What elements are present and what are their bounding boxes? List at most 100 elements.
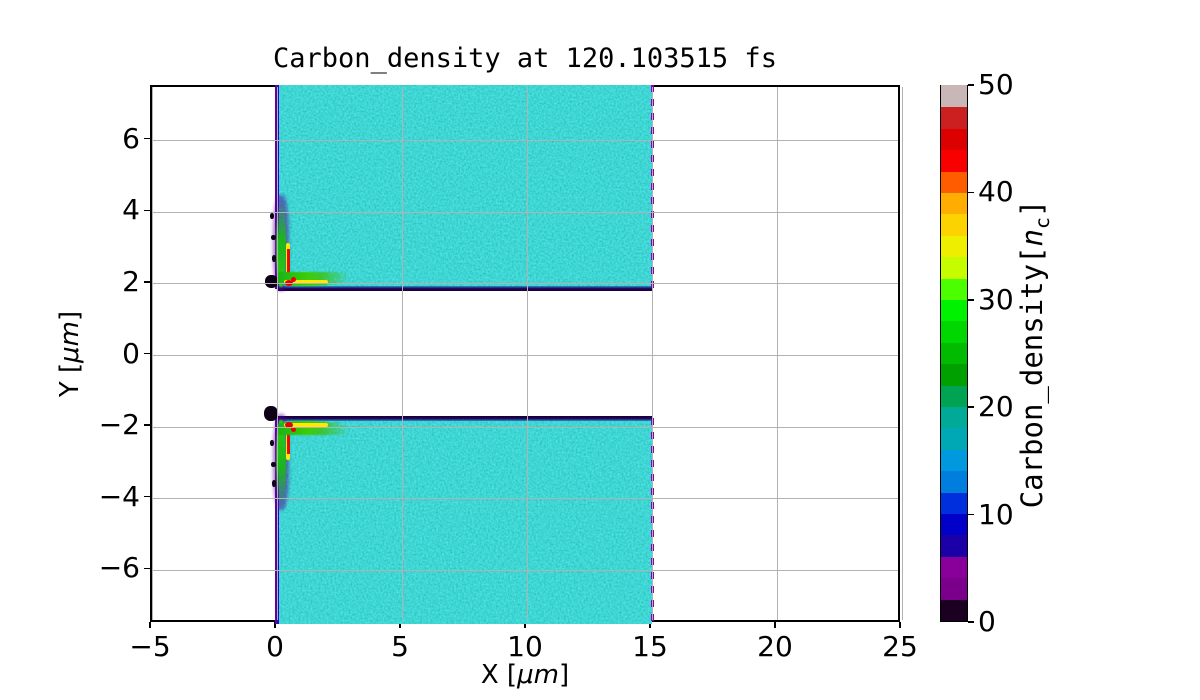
y-tick-mark xyxy=(144,352,150,355)
colorbar-band xyxy=(941,513,967,536)
y-tick-mark xyxy=(144,567,150,570)
y-tick-label: −6 xyxy=(98,551,140,585)
colorbar-band xyxy=(941,256,967,279)
plot-title: Carbon_density at 120.103515 fs xyxy=(273,43,777,74)
colorbar-band xyxy=(941,599,967,621)
y-tick-label: −4 xyxy=(98,479,140,513)
x-tick-mark xyxy=(149,622,151,628)
colorbar-tick-mark xyxy=(968,84,974,86)
x-gridline xyxy=(151,87,153,620)
corner-red-hotspot xyxy=(291,277,296,282)
colorbar-tick-label: 40 xyxy=(978,175,1014,209)
y-gridline xyxy=(152,283,898,285)
colorbar-tick-label: 10 xyxy=(978,497,1014,531)
x-tick-mark xyxy=(774,622,776,628)
slab-rear-edge-dashed xyxy=(651,85,654,289)
carbon-slab-upper xyxy=(265,85,654,291)
colorbar-band xyxy=(941,492,967,514)
colorbar-label: Carbon_density[nc] xyxy=(1015,199,1054,509)
slab-inner-surface-edge xyxy=(277,416,652,421)
x-gridline xyxy=(901,87,903,620)
x-tick-mark xyxy=(899,622,901,628)
colorbar-tick-mark xyxy=(968,299,974,301)
x-gridline xyxy=(526,87,528,620)
slab-rear-edge-dashed xyxy=(651,418,654,624)
carbon-slab-lower xyxy=(264,406,654,624)
colorbar-band xyxy=(941,427,967,450)
x-tick-label: 0 xyxy=(266,630,284,663)
y-tick-mark xyxy=(144,281,150,283)
blowoff-speck xyxy=(272,480,276,487)
blowoff-speck xyxy=(272,255,276,262)
x-tick-mark xyxy=(524,622,526,628)
y-tick-label: 4 xyxy=(122,193,140,227)
colorbar-tick-mark xyxy=(968,191,974,194)
slab-noise-texture xyxy=(277,85,652,289)
slab-inner-surface-edge xyxy=(277,286,652,291)
colorbar-band xyxy=(941,299,967,322)
x-gridline xyxy=(276,87,278,620)
y-gridline xyxy=(152,140,898,142)
colorbar-tick-label: 50 xyxy=(978,68,1014,101)
surface-green-strip xyxy=(276,201,286,287)
blowoff-speck xyxy=(270,213,274,219)
colorbar-tick-label: 30 xyxy=(978,282,1014,316)
y-tick-label: 2 xyxy=(122,264,140,298)
colorbar-band xyxy=(941,363,967,386)
x-tick-label: −5 xyxy=(129,630,171,663)
x-gridline xyxy=(776,87,778,620)
corner-red-hotspot xyxy=(291,427,296,432)
colorbar-band xyxy=(941,320,967,343)
x-gridline xyxy=(401,87,403,620)
colorbar-band xyxy=(941,235,967,258)
y-tick-mark xyxy=(144,495,150,498)
y-tick-label: −2 xyxy=(98,408,140,442)
colorbar-band xyxy=(941,470,967,493)
x-tick-label: 25 xyxy=(882,630,918,663)
y-gridline xyxy=(152,498,898,500)
colorbar-band xyxy=(941,534,967,557)
corner-yellow-streak xyxy=(284,280,328,284)
blowoff-speck xyxy=(270,440,274,446)
colorbar-band xyxy=(941,385,967,407)
colorbar xyxy=(940,85,968,622)
colorbar-tick-mark xyxy=(968,513,974,516)
colorbar-tick-label: 20 xyxy=(978,390,1014,424)
x-tick-mark xyxy=(649,622,651,628)
blowoff-black-blob xyxy=(264,406,278,421)
colorbar-band xyxy=(941,85,967,108)
y-tick-label: 6 xyxy=(122,121,140,155)
blowoff-black-blob xyxy=(265,275,278,288)
blowoff-speck xyxy=(271,235,276,240)
colorbar-band xyxy=(941,192,967,215)
y-tick-mark xyxy=(144,424,150,426)
surface-red-hotspot xyxy=(287,249,290,275)
y-gridline xyxy=(152,569,898,571)
y-tick-label: 0 xyxy=(122,336,140,370)
colorbar-tick-mark xyxy=(968,406,974,408)
x-tick-label: 10 xyxy=(507,630,543,663)
colorbar-band xyxy=(941,171,967,193)
surface-red-hotspot xyxy=(287,430,290,454)
y-tick-mark xyxy=(144,137,150,140)
colorbar-gradient xyxy=(941,85,967,621)
slab-noise-texture xyxy=(277,418,652,624)
x-tick-label: 20 xyxy=(757,630,793,663)
y-gridline xyxy=(152,211,898,213)
x-tick-mark xyxy=(399,622,401,628)
colorbar-band xyxy=(941,556,967,579)
x-tick-label: 15 xyxy=(632,630,668,663)
x-tick-mark xyxy=(274,622,276,628)
x-gridline xyxy=(651,87,653,620)
x-tick-label: 5 xyxy=(391,630,409,663)
colorbar-band xyxy=(941,577,967,600)
y-tick-mark xyxy=(144,209,150,212)
colorbar-tick-mark xyxy=(968,621,974,623)
plot-inner xyxy=(151,85,903,624)
y-gridline xyxy=(152,426,898,428)
blowoff-speck xyxy=(271,462,276,467)
colorbar-band xyxy=(941,406,967,429)
colorbar-band xyxy=(941,149,967,172)
colorbar-band xyxy=(941,342,967,365)
